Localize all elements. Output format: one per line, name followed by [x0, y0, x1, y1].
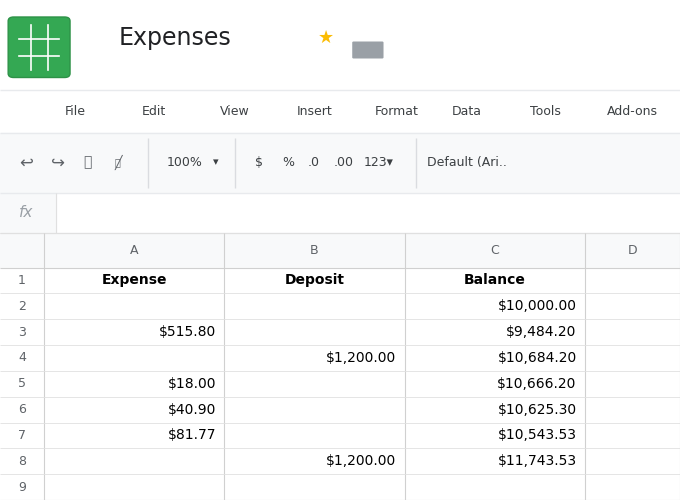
Text: Edit: Edit: [142, 105, 167, 118]
Text: 🖨: 🖨: [83, 156, 91, 170]
Text: $1,200.00: $1,200.00: [326, 351, 396, 365]
Text: Insert: Insert: [297, 105, 333, 118]
Text: ╱: ╱: [114, 155, 122, 170]
Bar: [0, 192, 680, 232]
Text: $40.90: $40.90: [168, 402, 216, 416]
Text: File: File: [65, 105, 86, 118]
Text: fx: fx: [19, 205, 33, 220]
Text: $10,625.30: $10,625.30: [498, 402, 577, 416]
Text: Expense: Expense: [101, 274, 167, 287]
Text: $1,200.00: $1,200.00: [326, 454, 396, 468]
Text: ↩: ↩: [19, 154, 33, 172]
Text: .0: .0: [307, 156, 320, 169]
Text: $10,000.00: $10,000.00: [498, 299, 577, 313]
Text: B: B: [310, 244, 319, 256]
Text: D: D: [628, 244, 637, 256]
Text: View: View: [220, 105, 250, 118]
Text: ⬛: ⬛: [114, 158, 120, 168]
Text: $10,666.20: $10,666.20: [497, 377, 577, 391]
Text: 7: 7: [18, 429, 26, 442]
Bar: [0, 371, 680, 396]
Text: 9: 9: [18, 480, 26, 494]
Bar: [0, 132, 680, 192]
Bar: [0, 90, 680, 132]
Text: A: A: [130, 244, 139, 256]
Text: 3: 3: [18, 326, 26, 338]
Text: 100%: 100%: [167, 156, 203, 169]
Text: 4: 4: [18, 352, 26, 364]
Text: Tools: Tools: [530, 105, 560, 118]
Text: 8: 8: [18, 455, 26, 468]
Text: Expenses: Expenses: [119, 26, 232, 50]
Text: ▾: ▾: [213, 158, 218, 168]
Text: $515.80: $515.80: [159, 325, 216, 339]
Bar: [0, 268, 680, 293]
Text: 1: 1: [18, 274, 26, 287]
Bar: [0, 294, 680, 319]
Bar: [0, 474, 680, 500]
FancyBboxPatch shape: [8, 17, 70, 78]
Text: $: $: [255, 156, 263, 169]
Text: $81.77: $81.77: [168, 428, 216, 442]
Text: $9,484.20: $9,484.20: [507, 325, 577, 339]
Text: ↪: ↪: [51, 154, 65, 172]
Text: Balance: Balance: [464, 274, 526, 287]
Text: Format: Format: [375, 105, 419, 118]
Text: 123▾: 123▾: [364, 156, 394, 169]
Text: $10,543.53: $10,543.53: [498, 428, 577, 442]
Text: Add-ons: Add-ons: [607, 105, 658, 118]
Bar: [0, 192, 56, 232]
Text: %: %: [282, 156, 294, 169]
Bar: [0, 422, 680, 448]
Text: 5: 5: [18, 377, 26, 390]
Text: Data: Data: [452, 105, 482, 118]
Text: 6: 6: [18, 403, 26, 416]
Text: $10,684.20: $10,684.20: [497, 351, 577, 365]
Bar: [0, 396, 680, 422]
Text: Default (Ari..: Default (Ari..: [427, 156, 507, 169]
Bar: [0, 448, 680, 474]
Text: $18.00: $18.00: [168, 377, 216, 391]
Bar: [0, 0, 680, 90]
Text: .00: .00: [333, 156, 353, 169]
Bar: [0, 345, 680, 371]
Text: $11,743.53: $11,743.53: [498, 454, 577, 468]
Bar: [0, 319, 680, 345]
Text: C: C: [490, 244, 499, 256]
Text: ★: ★: [318, 28, 335, 46]
Text: Deposit: Deposit: [284, 274, 345, 287]
Bar: [0, 232, 680, 268]
FancyBboxPatch shape: [352, 42, 384, 58]
Text: 2: 2: [18, 300, 26, 313]
